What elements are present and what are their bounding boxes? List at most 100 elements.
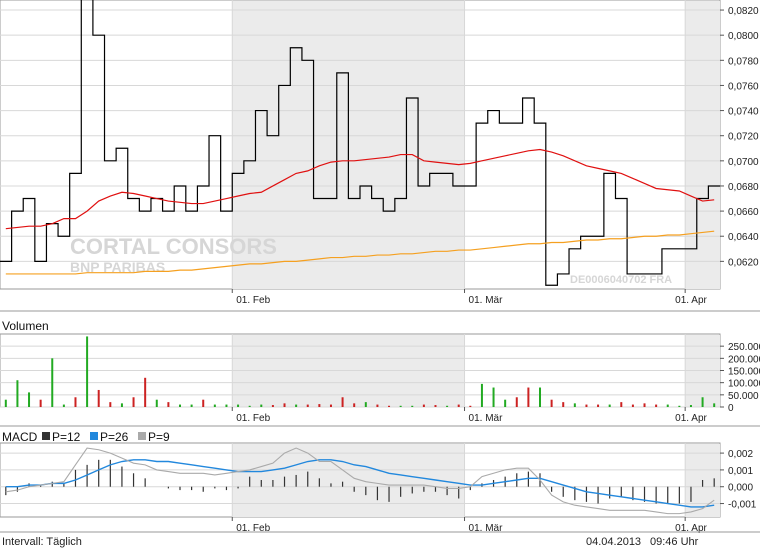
volume-bar [585, 404, 588, 407]
volume-bar [74, 397, 77, 407]
macd-p9-line [5, 447, 715, 515]
volume-bar [283, 403, 286, 407]
footer: Intervall: Täglich 04.04.2013 09:46 Uhr [0, 531, 760, 548]
volume-bar [678, 405, 681, 407]
y-tick-label: 0,0620 [728, 257, 759, 268]
y-tick-label: 0,0740 [728, 107, 759, 118]
volume-bar [399, 405, 402, 407]
x-tick-label: 01. Apr [675, 523, 707, 534]
volume-bar [666, 404, 669, 407]
y-tick-label: 0,000 [728, 483, 753, 494]
watermark: CORTAL CONSORS BNP PARIBAS DE0006040702 … [70, 234, 672, 286]
macd-legend: MACD P=12 P=26 P=9 [2, 430, 170, 444]
volume-bar [515, 397, 518, 407]
y-tick-label: 0,0680 [728, 182, 759, 193]
volume-bar [225, 404, 228, 407]
volume-bar [713, 403, 716, 407]
volume-bar [28, 392, 31, 407]
y-tick-label: 0,0800 [728, 31, 759, 42]
volume-bar [539, 387, 541, 407]
x-tick-label: 01. Apr [675, 295, 707, 306]
volume-bar [550, 399, 553, 407]
y-tick-label: -0,001 [728, 500, 757, 511]
y-tick-label: 200.000 [728, 354, 760, 365]
y-tick-label: 0,0640 [728, 232, 759, 243]
y-tick-label: 0,0660 [728, 207, 759, 218]
volume-bar [144, 377, 147, 407]
volume-bar [469, 405, 472, 407]
volume-bar [62, 404, 65, 407]
macd-p26-line [5, 459, 715, 508]
volume-bar [631, 404, 634, 407]
price-panel: CORTAL CONSORS BNP PARIBAS DE0006040702 … [0, 0, 759, 306]
macd-panel: MACD P=12 P=26 P=9 -0,001 0,000 0,001 0,002… [0, 425, 760, 534]
x-tick-label: 01. Apr [675, 413, 707, 424]
volume-bar [86, 336, 89, 407]
volume-bar [190, 404, 193, 407]
volume-bar [167, 402, 170, 407]
y-tick-label: 100.000 [728, 379, 760, 390]
watermark-brand: CORTAL CONSORS [70, 234, 277, 259]
volume-bar [271, 405, 274, 407]
volume-bar [701, 397, 704, 407]
volume-bar [318, 404, 321, 407]
volume-bar [434, 405, 437, 407]
volume-bar [16, 380, 19, 407]
time-label: 09:46 Uhr [650, 536, 699, 548]
volume-bar [353, 403, 356, 407]
volume-bar [4, 399, 7, 407]
volume-bar [109, 402, 112, 407]
interval-label: Intervall: Täglich [2, 536, 82, 548]
volume-bar [643, 403, 646, 407]
volume-bar [97, 389, 100, 407]
legend-p9: P=9 [148, 430, 170, 444]
volume-bar [132, 397, 135, 407]
x-tick-label: 01. Mär [469, 413, 504, 424]
volume-bar [620, 402, 623, 407]
moving-average-fast-line [5, 148, 715, 230]
y-tick-label: 0,0760 [728, 81, 759, 92]
volume-bar [155, 399, 158, 407]
volume-bar [341, 397, 344, 407]
volume-bar [492, 387, 495, 407]
x-tick-label: 01. Mär [469, 523, 504, 534]
volume-bar [364, 402, 367, 407]
macd-title: MACD [2, 430, 38, 444]
watermark-sub: BNP PARIBAS [70, 259, 165, 275]
volume-bar [411, 405, 414, 407]
volume-bar [422, 404, 425, 407]
x-tick-label: 01. Mär [469, 295, 504, 306]
volume-bar [295, 404, 298, 407]
legend-p26: P=26 [100, 430, 129, 444]
volume-bar [237, 404, 240, 407]
volume-bar [573, 403, 576, 407]
x-tick-label: 01. Feb [236, 523, 270, 534]
watermark-isin: DE0006040702 FRA [570, 274, 672, 286]
volume-bar [562, 402, 565, 407]
x-tick-label: 01. Feb [236, 295, 270, 306]
legend-swatch-p26 [90, 432, 98, 440]
y-tick-label: 250.000 [728, 342, 760, 353]
volume-bar [120, 403, 123, 407]
volume-bar [51, 358, 54, 407]
volume-bar [655, 404, 658, 407]
y-tick-label: 0,002 [728, 449, 753, 460]
volume-bar [248, 405, 251, 407]
y-tick-label: 0,0780 [728, 56, 759, 67]
y-tick-label: 0,0720 [728, 132, 759, 143]
x-tick-label: 01. Feb [236, 413, 270, 424]
moving-average-slow-line [5, 230, 715, 275]
volume-bar [608, 404, 611, 407]
volume-bar [689, 405, 692, 407]
volume-title: Volumen [2, 319, 49, 333]
volume-bar [213, 404, 216, 407]
shaded-month [685, 1, 720, 289]
volume-bar [376, 404, 379, 407]
volume-bar [306, 404, 309, 407]
volume-bar [260, 404, 263, 407]
y-tick-label: 0,0700 [728, 157, 759, 168]
volume-bar [457, 404, 460, 407]
y-tick-label: 0,001 [728, 466, 753, 477]
